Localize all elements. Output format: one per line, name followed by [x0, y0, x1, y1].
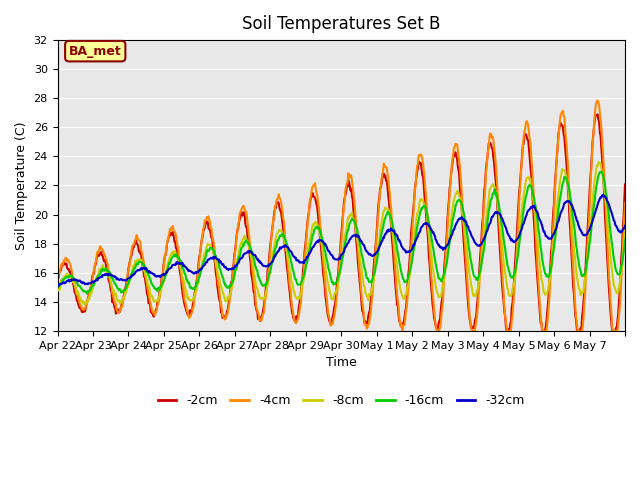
-2cm	[253, 307, 260, 313]
-16cm	[433, 264, 440, 270]
-16cm	[54, 284, 61, 290]
-2cm	[621, 181, 629, 187]
-16cm	[621, 237, 629, 243]
-8cm	[621, 228, 629, 234]
-2cm	[274, 199, 282, 205]
-8cm	[433, 287, 440, 293]
-4cm	[621, 200, 629, 205]
-2cm	[594, 111, 602, 117]
Title: Soil Temperatures Set B: Soil Temperatures Set B	[242, 15, 440, 33]
-32cm	[225, 267, 232, 273]
Legend: -2cm, -4cm, -8cm, -16cm, -32cm: -2cm, -4cm, -8cm, -16cm, -32cm	[153, 389, 530, 412]
-16cm	[225, 283, 233, 289]
Text: BA_met: BA_met	[69, 45, 122, 58]
X-axis label: Time: Time	[326, 356, 356, 369]
-32cm	[120, 277, 128, 283]
-8cm	[225, 294, 233, 300]
-4cm	[225, 306, 232, 312]
-8cm	[253, 286, 261, 291]
-32cm	[432, 237, 440, 242]
-4cm	[432, 322, 440, 327]
-4cm	[253, 305, 260, 311]
-32cm	[599, 192, 607, 198]
Line: -8cm: -8cm	[58, 162, 625, 304]
Line: -32cm: -32cm	[58, 195, 625, 286]
-8cm	[275, 227, 283, 233]
-4cm	[54, 279, 61, 285]
-16cm	[253, 267, 261, 273]
-8cm	[121, 291, 129, 297]
-8cm	[54, 288, 61, 294]
-8cm	[595, 159, 602, 165]
-16cm	[598, 169, 605, 175]
-32cm	[54, 283, 61, 288]
-32cm	[621, 223, 629, 229]
-8cm	[401, 294, 408, 300]
Line: -2cm: -2cm	[58, 114, 625, 331]
-16cm	[83, 291, 91, 297]
-2cm	[225, 301, 232, 307]
Line: -4cm: -4cm	[58, 100, 625, 331]
-8cm	[81, 301, 89, 307]
-4cm	[274, 195, 282, 201]
-4cm	[400, 322, 408, 328]
-32cm	[400, 247, 408, 252]
-2cm	[400, 319, 408, 325]
-2cm	[432, 323, 440, 328]
-2cm	[503, 328, 511, 334]
-16cm	[275, 236, 283, 241]
-16cm	[121, 288, 129, 293]
-4cm	[433, 328, 441, 334]
-2cm	[120, 291, 128, 297]
-16cm	[401, 279, 408, 285]
-32cm	[253, 255, 260, 261]
-2cm	[54, 277, 61, 283]
-4cm	[120, 295, 128, 301]
Line: -16cm: -16cm	[58, 172, 625, 294]
Y-axis label: Soil Temperature (C): Soil Temperature (C)	[15, 121, 28, 250]
-32cm	[274, 249, 282, 254]
-4cm	[594, 97, 602, 103]
